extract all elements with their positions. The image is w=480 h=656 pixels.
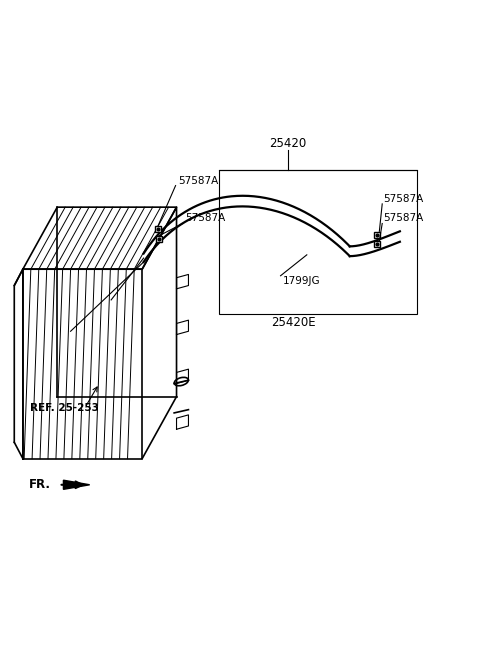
Text: 57587A: 57587A	[185, 213, 226, 224]
Text: REF. 25-253: REF. 25-253	[30, 403, 99, 413]
Text: 25420: 25420	[269, 137, 306, 150]
Bar	[218, 170, 417, 314]
Polygon shape	[63, 480, 90, 489]
Text: 25420E: 25420E	[271, 316, 316, 329]
Text: FR.: FR.	[29, 478, 51, 491]
Text: 57587A: 57587A	[383, 194, 423, 204]
Text: 57587A: 57587A	[383, 213, 423, 224]
Text: 57587A: 57587A	[178, 176, 218, 186]
FancyArrowPatch shape	[61, 482, 82, 488]
Text: 1799JG: 1799JG	[283, 276, 321, 286]
